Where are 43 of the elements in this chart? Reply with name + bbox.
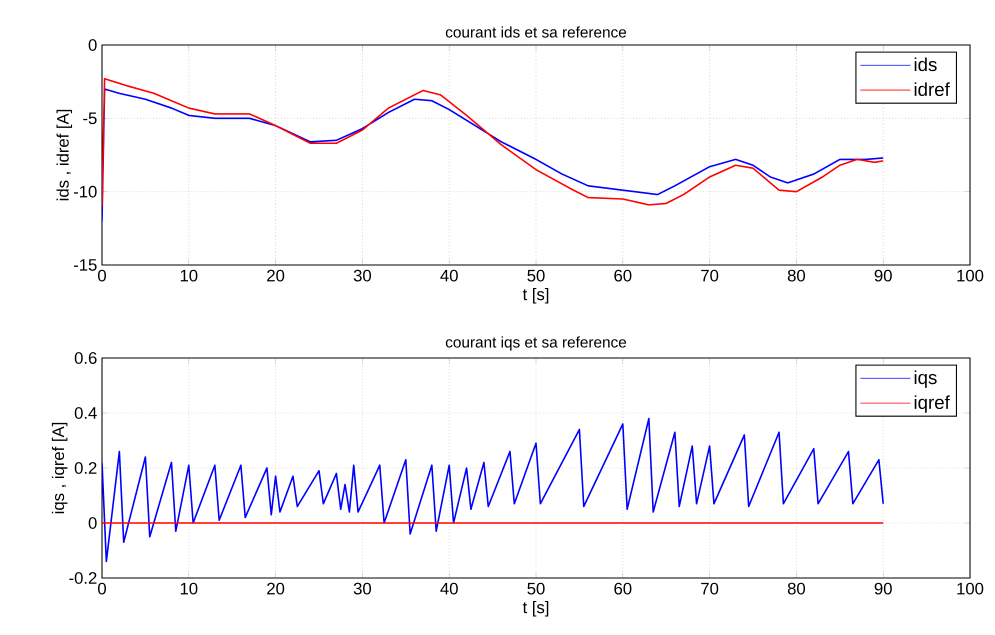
x-tick-label: 40 xyxy=(440,582,458,595)
legend-label: iqs xyxy=(914,370,937,388)
x-axis-title: t [s] xyxy=(522,288,548,304)
y-axis-title: ids , idref [A] xyxy=(56,110,72,200)
x-tick-label: 20 xyxy=(267,582,284,595)
legend-label: idref xyxy=(914,82,950,96)
x-tick-label: 70 xyxy=(701,582,718,595)
y-tick-label: 0.2 xyxy=(74,462,96,474)
x-tick-label: 100 xyxy=(957,270,984,282)
y-tick-label: 0.6 xyxy=(74,352,97,364)
x-tick-label: 50 xyxy=(527,270,545,282)
x-tick-label: 50 xyxy=(527,582,545,595)
x-tick-label: 70 xyxy=(701,270,718,282)
x-tick-label: 60 xyxy=(614,270,632,282)
x-tick-label: 30 xyxy=(354,582,372,595)
line-series xyxy=(102,418,884,562)
chart-title: courant iqs et sa reference xyxy=(446,336,626,351)
chart-title: courant ids et sa reference xyxy=(446,26,626,38)
x-tick-label: 90 xyxy=(874,582,892,595)
y-axis-title: iqs , iqref [A] xyxy=(52,422,68,514)
x-tick-label: 90 xyxy=(874,270,892,282)
x-axis-title: t [s] xyxy=(522,600,548,617)
x-tick-label: 0 xyxy=(98,582,106,595)
legend-label: iqref xyxy=(914,395,950,413)
y-tick-label: -5 xyxy=(83,112,97,124)
y-tick-label: 0.4 xyxy=(74,407,97,419)
line-series xyxy=(102,78,884,208)
y-tick-label: -0.2 xyxy=(69,572,96,584)
x-tick-label: 0 xyxy=(98,270,106,282)
x-tick-label: 40 xyxy=(440,270,458,282)
x-tick-label: 80 xyxy=(788,270,806,282)
x-tick-label: 20 xyxy=(267,270,284,282)
y-tick-label: -15 xyxy=(74,259,97,271)
y-tick-label: 0 xyxy=(88,39,97,51)
x-tick-label: 10 xyxy=(180,582,198,595)
x-tick-label: 30 xyxy=(354,270,372,282)
x-tick-label: 100 xyxy=(957,582,984,595)
x-tick-label: 10 xyxy=(180,270,198,282)
y-tick-label: -10 xyxy=(74,186,97,198)
x-tick-label: 80 xyxy=(788,582,806,595)
legend-label: ids xyxy=(914,57,937,72)
x-tick-label: 60 xyxy=(614,582,632,595)
y-tick-label: 0 xyxy=(88,517,97,529)
